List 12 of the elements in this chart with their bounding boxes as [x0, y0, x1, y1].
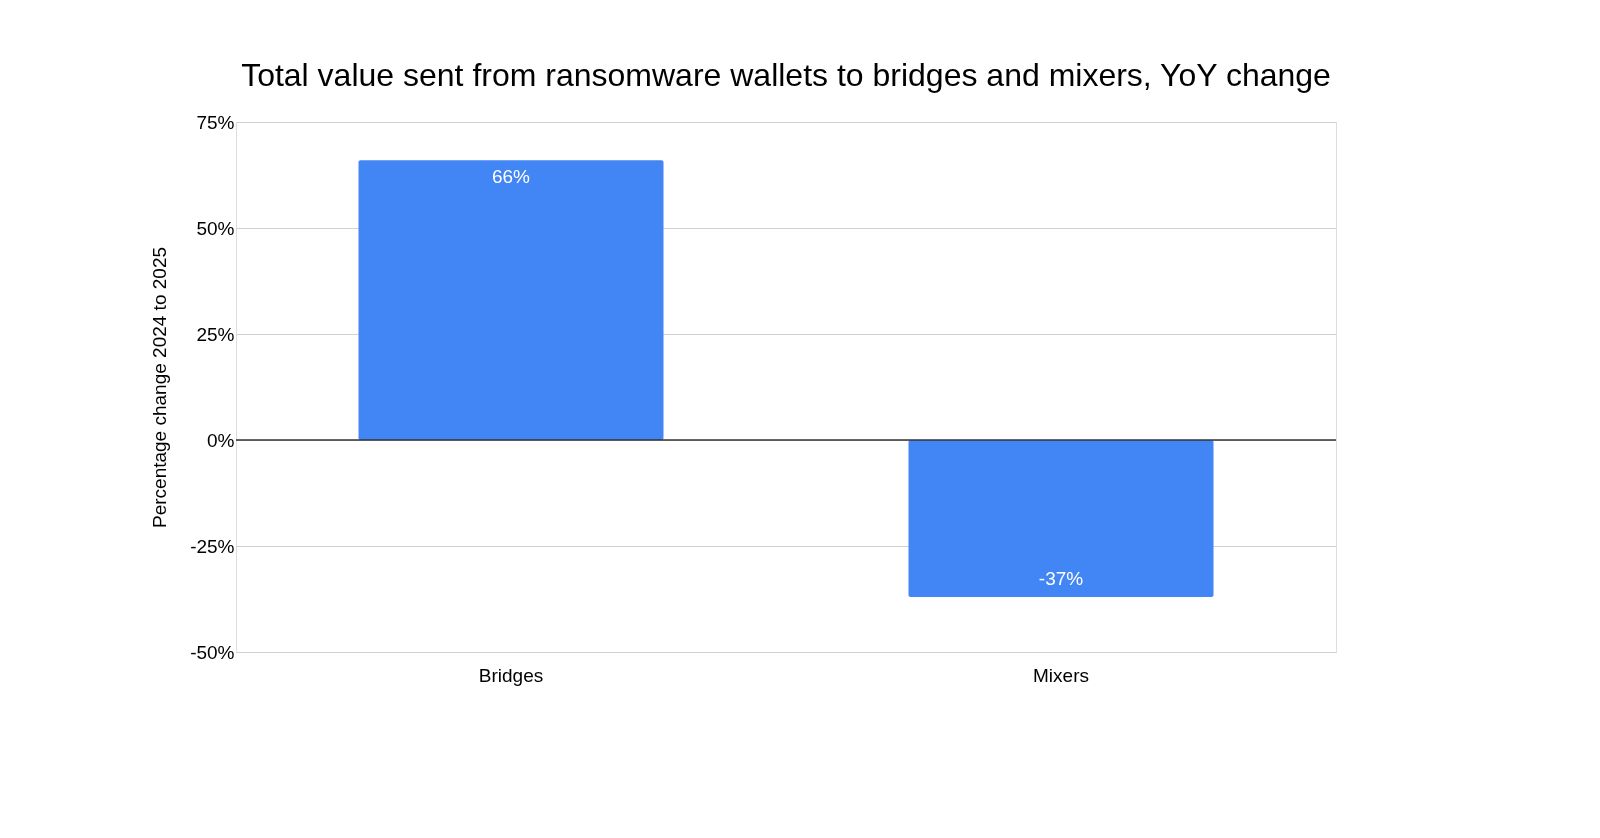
data-label: 66%	[491, 166, 531, 188]
y-tick-label: -50%	[190, 641, 235, 663]
y-axis-title: Percentage change 2024 to 2025	[149, 246, 171, 529]
y-tick-label: -25%	[190, 535, 235, 557]
y-tick-label: 0%	[207, 429, 235, 451]
y-tick-label: 50%	[196, 217, 235, 239]
y-tick-label: 25%	[196, 323, 235, 345]
x-tick-label: Bridges	[478, 664, 544, 686]
chart-title: Total value sent from ransomware wallets to bridges and mixers, YoY change	[241, 57, 1331, 93]
y-tick-label: 75%	[196, 111, 235, 133]
x-tick-label: Mixers	[1033, 664, 1089, 686]
data-label: -37%	[1038, 567, 1084, 589]
